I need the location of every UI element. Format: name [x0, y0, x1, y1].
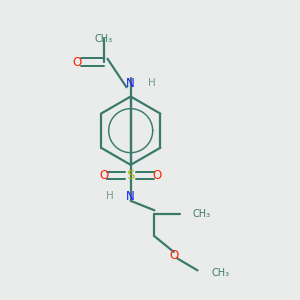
Text: CH₃: CH₃	[95, 34, 113, 44]
Text: O: O	[99, 169, 109, 182]
Text: CH₃: CH₃	[192, 209, 210, 219]
Text: O: O	[169, 249, 178, 262]
Text: O: O	[153, 169, 162, 182]
Text: H: H	[148, 78, 155, 88]
Text: S: S	[127, 169, 135, 182]
Text: N: N	[126, 76, 135, 90]
Text: O: O	[73, 56, 82, 69]
Text: N: N	[126, 190, 135, 202]
Text: CH₃: CH₃	[212, 268, 230, 278]
Text: H: H	[106, 191, 114, 201]
